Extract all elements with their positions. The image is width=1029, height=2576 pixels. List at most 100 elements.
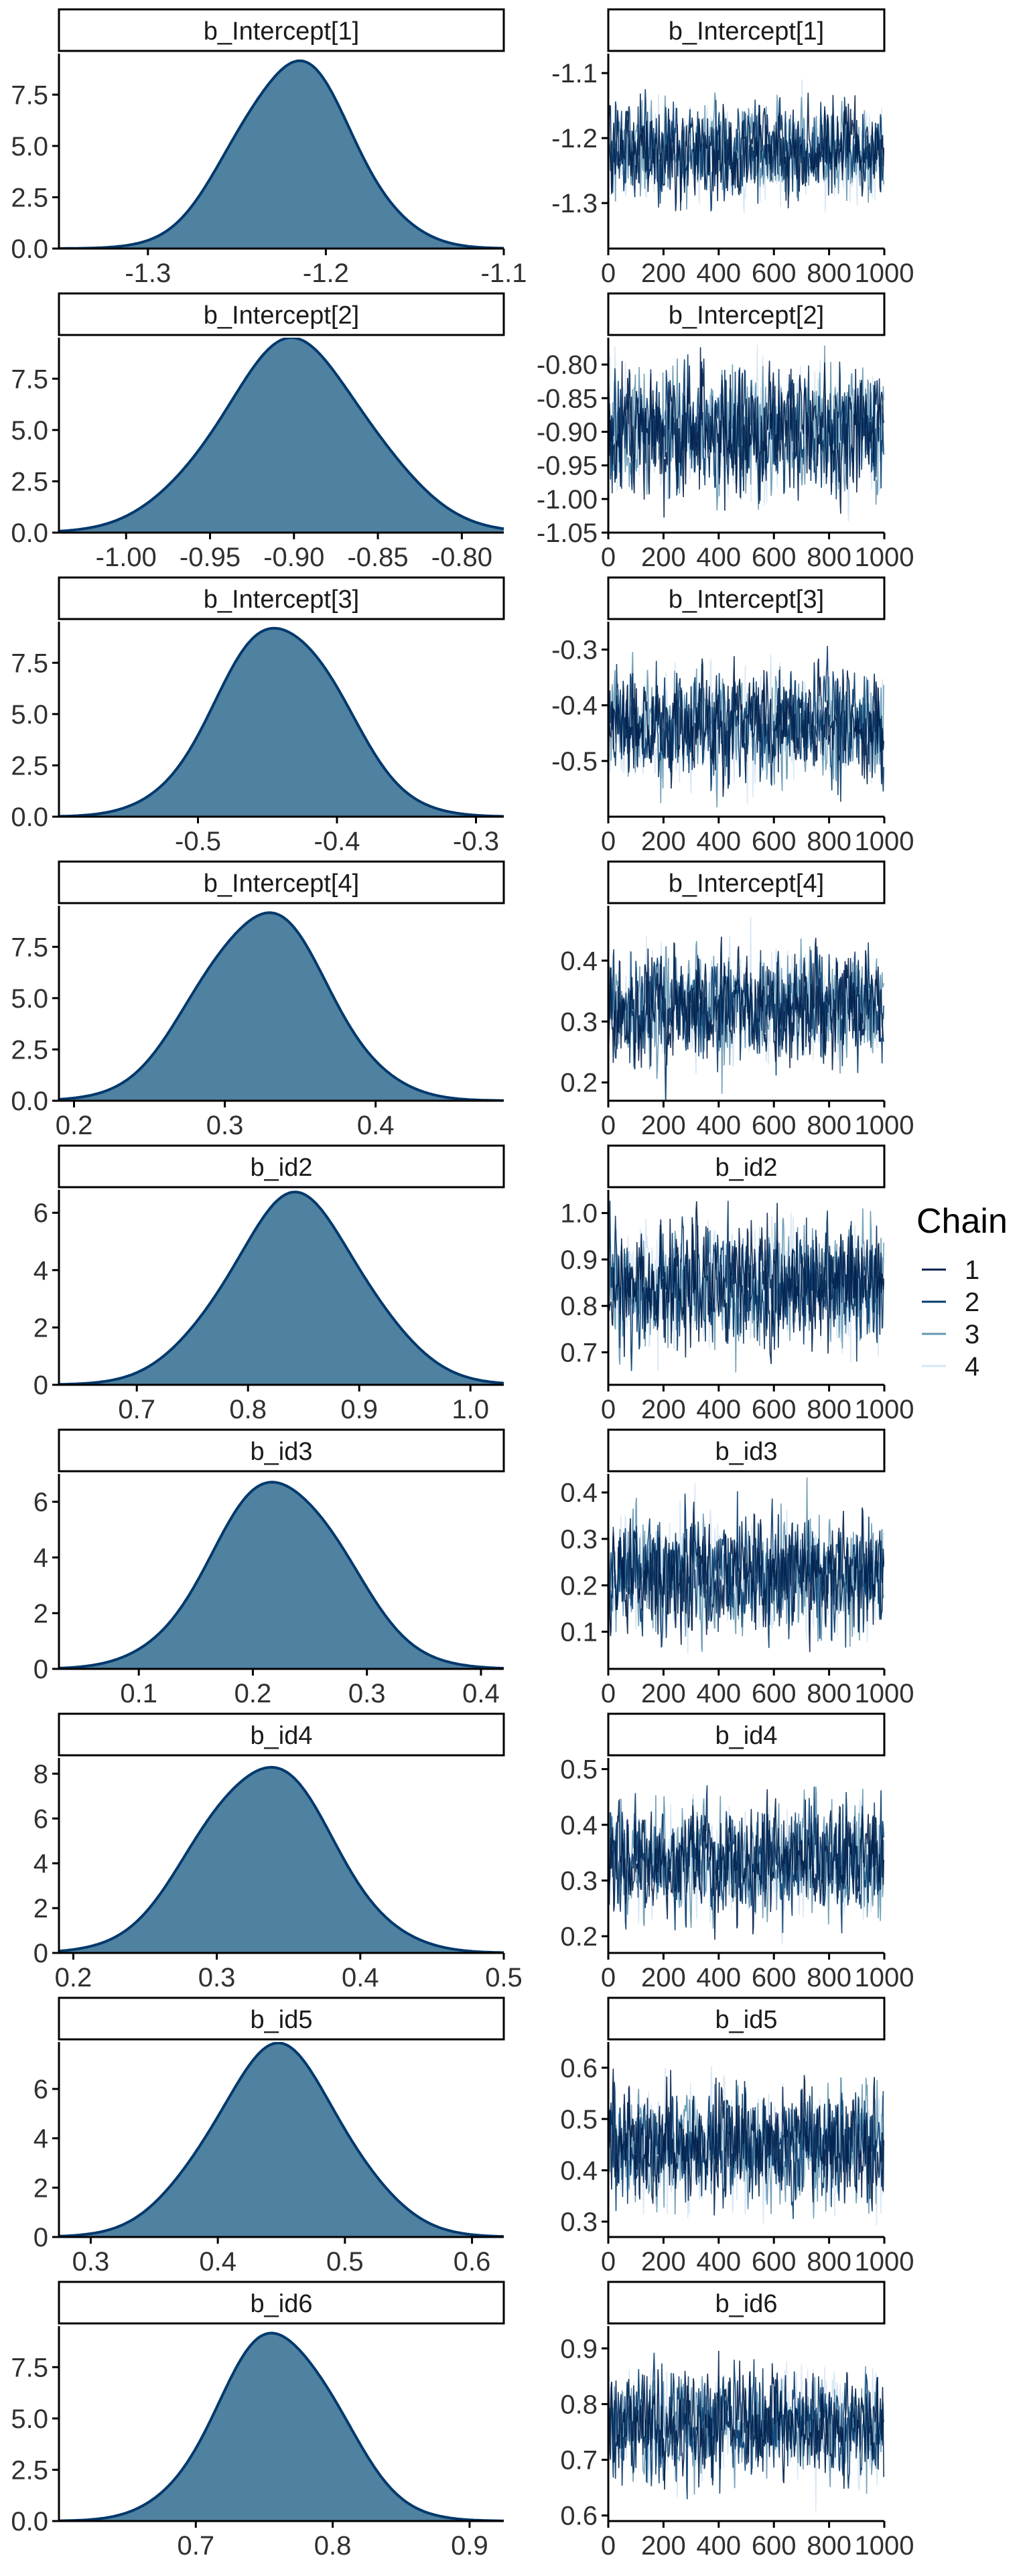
x-tick-label: 800: [807, 1395, 851, 1424]
panel-title: b_Intercept[2]: [669, 301, 824, 330]
x-tick-label: 400: [696, 1679, 741, 1708]
y-tick-label: 0.2: [560, 1571, 598, 1601]
x-tick-label: 0: [601, 1395, 616, 1424]
y-tick-label: 0.3: [560, 1525, 598, 1554]
x-tick-label: 0: [601, 2531, 616, 2561]
trace-line-chain-1: [608, 92, 884, 212]
y-tick-label: -0.90: [537, 417, 598, 447]
x-tick-label: 0.8: [229, 1395, 267, 1424]
x-tick-label: 1000: [855, 827, 914, 856]
x-tick-label: 0.4: [357, 1111, 395, 1140]
y-tick-label: 7.5: [11, 2353, 48, 2382]
legend-label-chain-4: 4: [965, 1352, 979, 1381]
panel-title: b_id5: [251, 2006, 313, 2034]
x-tick-label: -0.5: [175, 827, 221, 856]
legend-label-chain-3: 3: [965, 1320, 979, 1349]
y-tick-label: 7.5: [11, 933, 48, 962]
x-tick-label: 400: [696, 1111, 741, 1140]
x-tick-label: 600: [752, 827, 797, 856]
y-tick-label: 5.0: [11, 700, 48, 730]
y-tick-label: 2: [33, 2173, 48, 2203]
trace-panel-9: b_id6 0 200 400 600 800 1000 0.6 0.7 0.8 0.9: [560, 2281, 914, 2561]
y-tick-label: 0: [33, 1655, 48, 1684]
panel-strip: [58, 2281, 505, 2325]
y-tick-label: 6: [33, 1804, 48, 1834]
y-tick-label: 2.5: [11, 751, 48, 781]
x-tick-label: 600: [752, 2247, 797, 2277]
x-tick-label: 600: [752, 2531, 797, 2561]
panel-title: b_id4: [715, 1722, 778, 1750]
y-tick-label: 0.4: [560, 1811, 598, 1840]
x-tick-label: -0.90: [263, 543, 324, 572]
x-tick-label: 0: [601, 1679, 616, 1708]
x-tick-label: 0.3: [348, 1679, 386, 1708]
density-line: [59, 2331, 504, 2521]
panel-strip: [607, 576, 886, 620]
y-tick-label: 0: [33, 1939, 48, 1968]
density-area: [59, 60, 504, 249]
x-tick-label: 0.9: [340, 1395, 378, 1424]
panel-title: b_id2: [251, 1154, 313, 1182]
y-tick-label: 0.0: [11, 2507, 48, 2536]
x-tick-label: 800: [807, 259, 851, 288]
y-tick-label: -1.00: [537, 485, 598, 515]
density-line: [59, 626, 504, 817]
x-tick-label: -0.85: [347, 543, 408, 572]
x-tick-label: 800: [807, 543, 851, 572]
x-tick-label: 200: [641, 543, 686, 572]
y-tick-label: -1.2: [551, 124, 598, 153]
panel-strip: [607, 860, 886, 904]
x-tick-label: 0: [601, 1111, 616, 1140]
x-tick-label: -0.3: [453, 827, 499, 856]
x-tick-label: -1.1: [481, 259, 527, 288]
x-tick-label: 0.2: [55, 1963, 92, 1992]
x-tick-label: 0.4: [462, 1679, 500, 1708]
density-panel-1: b_Intercept[1] -1.3 -1.2 -1.1 0.0 2.5 5.0 7.5: [11, 8, 527, 288]
x-tick-label: 0.5: [326, 2247, 364, 2277]
x-tick-label: 800: [807, 1679, 851, 1708]
x-tick-label: 0.2: [234, 1679, 272, 1708]
x-tick-label: 0.7: [118, 1395, 155, 1424]
y-tick-label: 0.0: [11, 803, 48, 832]
y-tick-label: 2: [33, 1894, 48, 1923]
x-tick-label: 400: [696, 827, 741, 856]
x-tick-label: 1000: [855, 1963, 914, 1992]
y-tick-label: 0.5: [560, 1755, 598, 1785]
trace-line-chain-2: [608, 1491, 884, 1648]
x-tick-label: 0: [601, 827, 616, 856]
x-tick-label: 600: [752, 259, 797, 288]
x-tick-label: 400: [696, 543, 741, 572]
density-line: [59, 1191, 504, 1385]
y-tick-label: 5.0: [11, 2404, 48, 2434]
x-tick-label: 400: [696, 259, 741, 288]
panel-strip: [58, 1712, 505, 1757]
x-tick-label: 400: [696, 2531, 741, 2561]
panel-title: b_id5: [715, 2006, 778, 2034]
y-tick-label: 5.0: [11, 132, 48, 161]
x-tick-label: 600: [752, 543, 797, 572]
x-tick-label: -1.00: [96, 543, 157, 572]
x-tick-label: 0.5: [485, 1963, 523, 1992]
panel-title: b_id2: [715, 1154, 778, 1182]
density-area: [59, 628, 504, 817]
x-tick-label: -0.4: [314, 827, 360, 856]
density-panel-4: b_Intercept[4] 0.2 0.3 0.4 0.0 2.5 5.0 7.5: [11, 860, 505, 1140]
panel-grid: b_Intercept[1]-1.3 -1.2 -1.10.02.55.07.5b_…: [11, 8, 914, 2561]
panel-strip: [58, 292, 505, 336]
x-tick-label: 600: [752, 1679, 797, 1708]
x-tick-label: 0.3: [198, 1963, 236, 1992]
y-tick-label: 0.5: [560, 2105, 598, 2134]
trace-line-chain-1: [608, 347, 884, 518]
trace-panel-1: b_Intercept[1] 0 200 400 600 800 1000 -1.3 -1.2 -…: [551, 8, 914, 288]
y-tick-label: -1.3: [551, 189, 598, 218]
y-tick-label: 0.0: [11, 1087, 48, 1116]
x-tick-label: 800: [807, 1111, 851, 1140]
x-tick-label: 1000: [855, 2531, 914, 2561]
trace-panel-2: b_Intercept[2] 0 200 400 600 800 1000 -1.05 -1.0…: [537, 292, 914, 572]
x-tick-label: -1.2: [303, 259, 349, 288]
x-tick-label: 1000: [855, 259, 914, 288]
panel-title: b_Intercept[4]: [204, 870, 359, 898]
x-tick-label: 200: [641, 259, 686, 288]
y-tick-label: 4: [33, 1849, 48, 1879]
y-tick-label: -0.95: [537, 452, 598, 481]
